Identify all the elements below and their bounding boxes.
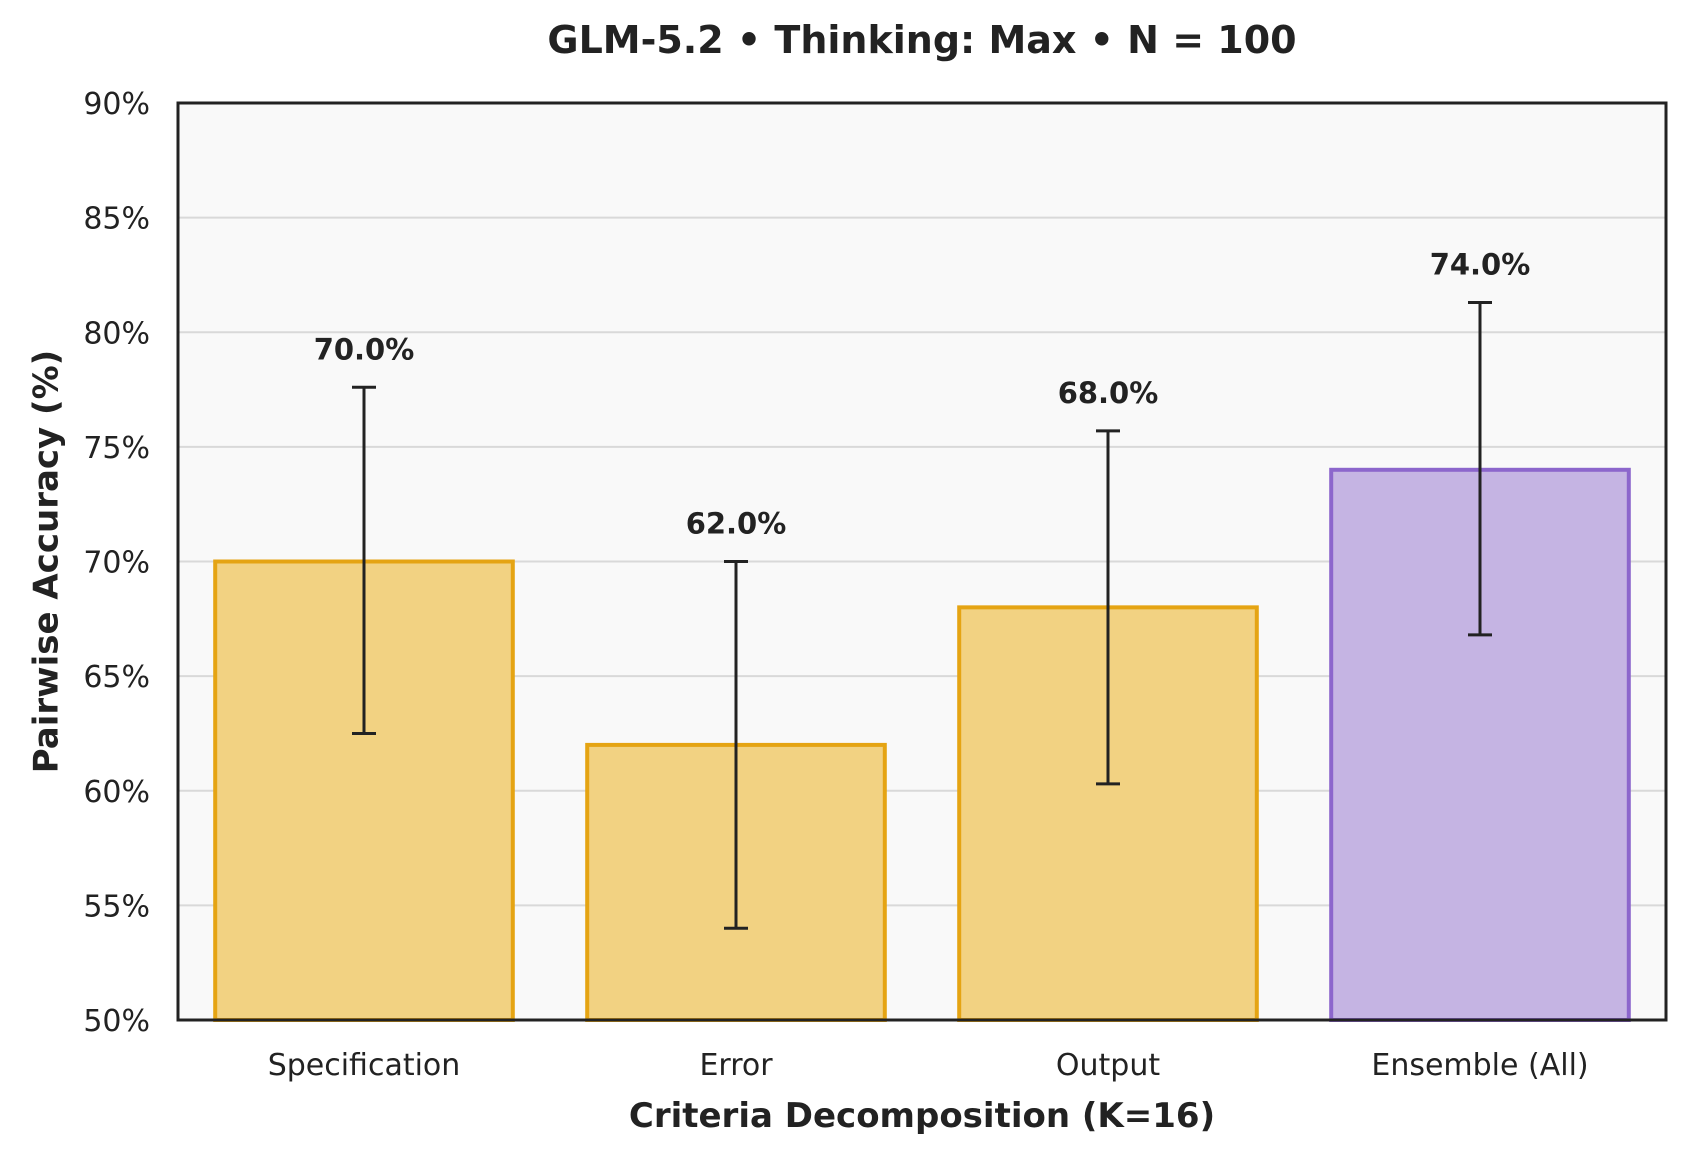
error-bar (724, 560, 748, 930)
x-tick-label: Output (1056, 1048, 1160, 1083)
data-label: 74.0% (1430, 247, 1531, 281)
y-tick-label: 50% (83, 1004, 150, 1039)
plot-frame (176, 101, 1668, 1022)
y-tick-label: 65% (83, 660, 150, 695)
x-axis-label: Criteria Decomposition (K=16) (629, 1096, 1215, 1136)
y-tick-label: 85% (83, 202, 150, 237)
data-labels: 70.0% 62.0% 68.0% 74.0% (314, 247, 1531, 540)
data-label: 62.0% (686, 507, 787, 541)
x-tick-label: Error (699, 1048, 773, 1083)
y-tick-label: 55% (83, 889, 150, 924)
y-axis-label: Pairwise Accuracy (%) (27, 350, 67, 773)
y-tick-label: 60% (83, 775, 150, 810)
error-bars (352, 300, 1492, 930)
data-label: 68.0% (1058, 376, 1159, 410)
chart-title: GLM-5.2 • Thinking: Max • N = 100 (547, 18, 1296, 62)
error-bar (1096, 429, 1120, 786)
y-tick-label: 75% (83, 431, 150, 466)
data-label: 70.0% (314, 332, 415, 366)
error-bar (352, 385, 376, 735)
y-tick-label: 80% (83, 316, 150, 351)
y-tick-label: 90% (83, 87, 150, 122)
x-tick-label: Ensemble (All) (1371, 1048, 1588, 1083)
y-tick-label: 70% (83, 546, 150, 581)
error-bar (1468, 300, 1492, 637)
x-axis-ticks: Specification Error Output Ensemble (All) (268, 1048, 1589, 1083)
x-tick-label: Specification (268, 1048, 461, 1083)
y-axis-ticks: 50% 55% 60% 65% 70% 75% 80% 85% 90% (83, 87, 150, 1039)
